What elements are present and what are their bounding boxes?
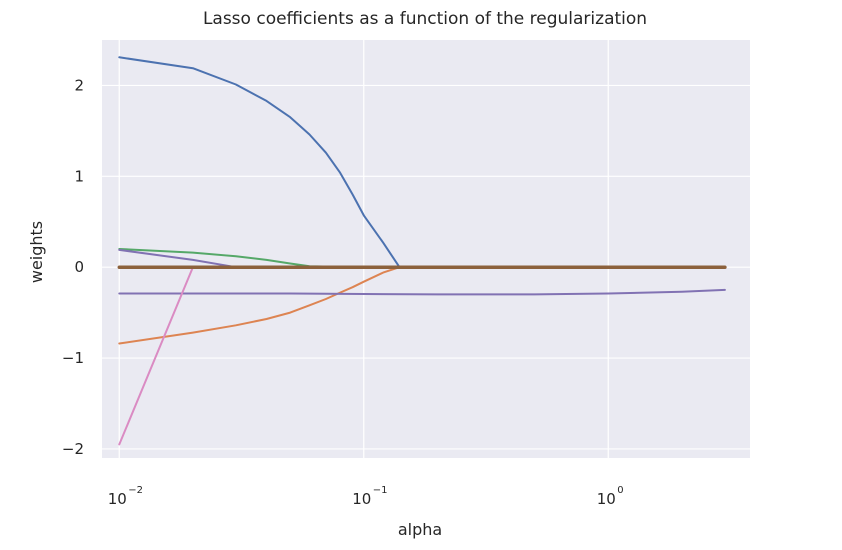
y-tick-label-1: 1 (74, 167, 84, 185)
plot-area (102, 40, 750, 458)
x-tick-label-0: 10 −2 (108, 485, 143, 508)
x-tick-label-2: 10 0 (597, 485, 624, 508)
x-axis-label: alpha (398, 520, 442, 539)
y-tick-label-0: 2 (74, 76, 84, 94)
x-tick-exponent-0: −2 (128, 485, 143, 496)
x-tick-base-0: 10 (108, 490, 127, 508)
x-tick-base-1: 10 (352, 490, 371, 508)
y-axis-label: weights (27, 221, 46, 283)
x-tick-label-1: 10 −1 (352, 485, 387, 508)
x-tick-exponent-1: −1 (373, 485, 388, 496)
chart-title: Lasso coefficients as a function of the … (203, 9, 647, 29)
series-line-4 (118, 288, 726, 296)
y-tick-label-2: 0 (74, 258, 84, 276)
x-tick-exponent-2: 0 (617, 485, 623, 496)
y-tick-label-4: −2 (62, 440, 84, 458)
y-tick-label-3: −1 (62, 349, 84, 367)
series-lines (117, 56, 727, 446)
tick-labels: 210−1−210 −2 10 −1 10 0 (62, 76, 624, 508)
x-tick-base-2: 10 (597, 490, 616, 508)
